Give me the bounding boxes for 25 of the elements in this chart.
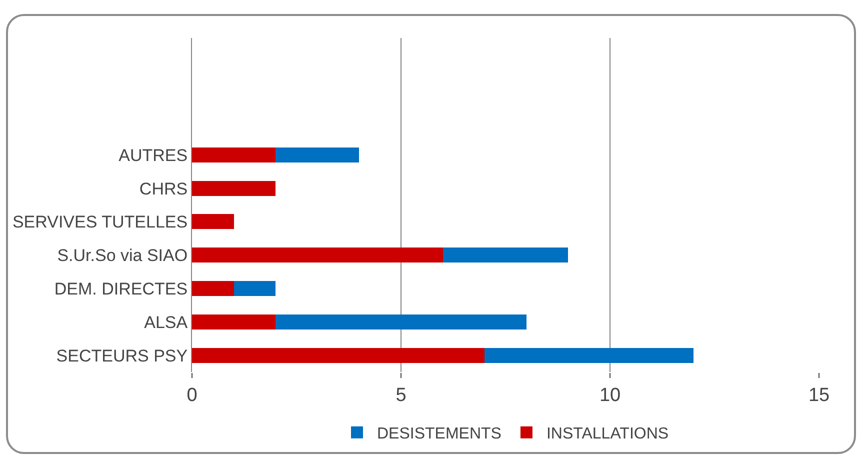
bar (192, 214, 234, 230)
y-tick-label: ALSA (144, 312, 188, 332)
bar (484, 348, 694, 363)
bar (192, 348, 485, 363)
y-tick-label: S.Ur.So via SIAO (57, 246, 188, 266)
bar (234, 280, 276, 296)
bar (192, 314, 276, 330)
legend-label: DESISTEMENTS (377, 426, 502, 443)
x-tick-label: 0 (186, 384, 198, 406)
bar (192, 280, 234, 296)
bar (276, 314, 526, 330)
bar (442, 248, 568, 263)
bar (192, 180, 276, 196)
bar (276, 147, 360, 162)
x-tick-label: 5 (396, 384, 406, 406)
x-tick-label: 10 (599, 384, 621, 406)
x-tick-label: 15 (808, 384, 830, 406)
bar (192, 147, 276, 162)
y-tick-label: DEM. DIRECTES (54, 279, 188, 298)
y-tick-label: SECTEURS PSY (56, 346, 188, 366)
y-tick-label: CHRS (139, 179, 188, 198)
bar (192, 248, 443, 263)
legend-label: INSTALLATIONS (546, 426, 669, 443)
y-tick-label: SERVIVES TUTELLES (12, 212, 188, 232)
y-tick-label: AUTRES (118, 146, 188, 165)
